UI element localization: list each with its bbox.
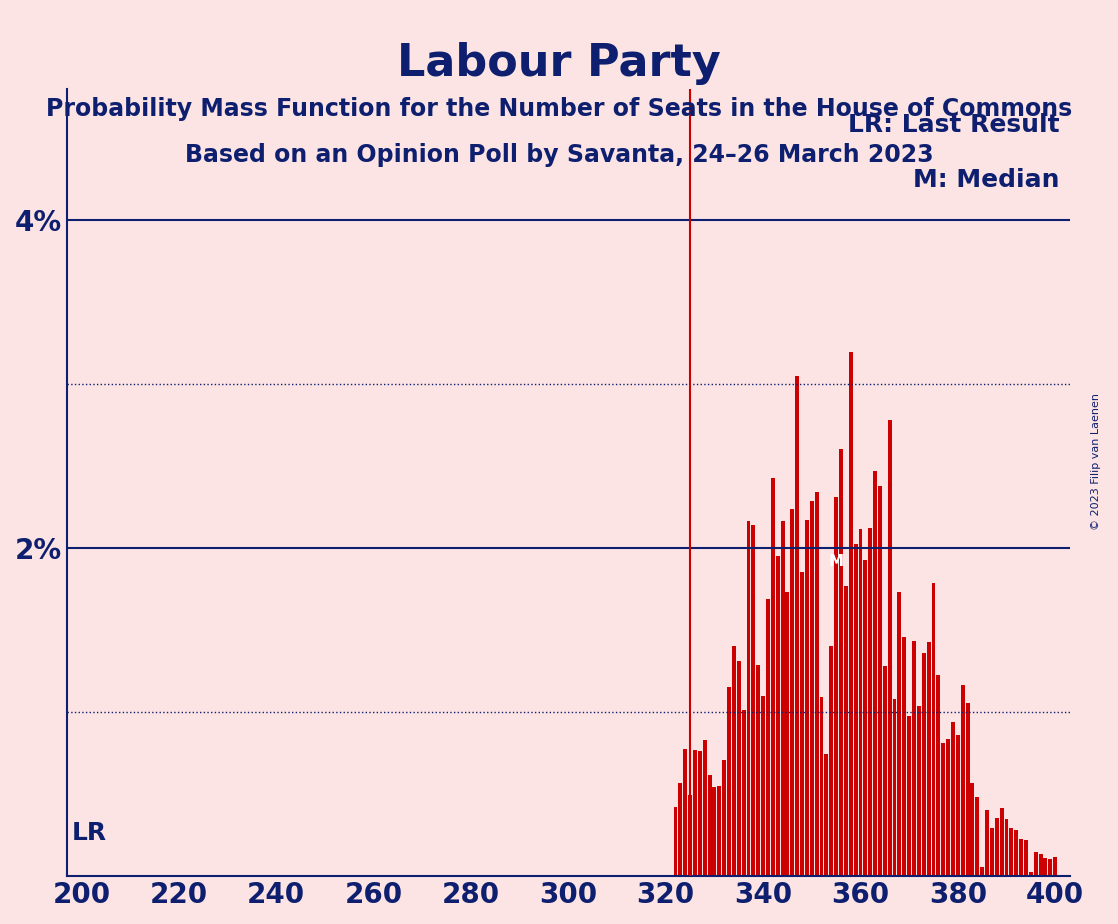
Bar [703, 740, 707, 876]
Bar [756, 664, 760, 876]
Bar [931, 583, 936, 876]
Bar [1014, 830, 1018, 876]
Bar [838, 449, 843, 876]
Bar [1024, 840, 1027, 876]
Bar [815, 492, 818, 876]
Bar [854, 544, 858, 876]
Bar [679, 783, 682, 876]
Bar [805, 520, 808, 876]
Bar [1053, 857, 1058, 876]
Bar [790, 509, 794, 876]
Bar [751, 525, 756, 876]
Bar [956, 736, 959, 876]
Bar [995, 818, 998, 876]
Bar [1029, 872, 1033, 876]
Bar [951, 722, 955, 876]
Bar [747, 521, 750, 876]
Bar [809, 501, 814, 876]
Bar [712, 787, 717, 876]
Bar [912, 641, 916, 876]
Text: M: Median: M: Median [913, 167, 1060, 191]
Bar [824, 754, 828, 876]
Bar [907, 716, 911, 876]
Text: M: M [828, 553, 844, 568]
Text: LR: Last Result: LR: Last Result [849, 113, 1060, 137]
Bar [683, 749, 688, 876]
Bar [917, 706, 921, 876]
Bar [830, 646, 833, 876]
Bar [708, 775, 711, 876]
Bar [722, 760, 726, 876]
Bar [795, 376, 799, 876]
Bar [834, 497, 838, 876]
Bar [863, 560, 868, 876]
Bar [892, 699, 897, 876]
Bar [980, 867, 984, 876]
Bar [989, 828, 994, 876]
Text: LR: LR [72, 821, 107, 845]
Bar [693, 750, 697, 876]
Bar [737, 661, 741, 876]
Bar [985, 810, 989, 876]
Bar [999, 808, 1004, 876]
Text: Probability Mass Function for the Number of Seats in the House of Commons: Probability Mass Function for the Number… [46, 97, 1072, 121]
Bar [898, 592, 901, 876]
Bar [761, 696, 765, 876]
Bar [869, 529, 872, 876]
Bar [780, 521, 785, 876]
Bar [718, 785, 721, 876]
Bar [732, 647, 736, 876]
Bar [1005, 819, 1008, 876]
Bar [888, 420, 892, 876]
Bar [927, 642, 930, 876]
Bar [771, 478, 775, 876]
Bar [1039, 854, 1042, 876]
Bar [800, 572, 804, 876]
Text: Labour Party: Labour Party [397, 42, 721, 85]
Bar [922, 653, 926, 876]
Bar [883, 665, 887, 876]
Text: Based on an Opinion Poll by Savanta, 24–26 March 2023: Based on an Opinion Poll by Savanta, 24–… [184, 143, 934, 167]
Bar [966, 703, 969, 876]
Bar [849, 352, 853, 876]
Bar [941, 743, 945, 876]
Bar [873, 471, 877, 876]
Bar [776, 556, 779, 876]
Bar [689, 796, 692, 876]
Bar [975, 797, 979, 876]
Bar [1043, 858, 1048, 876]
Bar [673, 807, 678, 876]
Bar [902, 637, 907, 876]
Bar [741, 711, 746, 876]
Bar [844, 586, 847, 876]
Bar [970, 783, 975, 876]
Text: © 2023 Filip van Laenen: © 2023 Filip van Laenen [1091, 394, 1101, 530]
Bar [859, 529, 862, 876]
Bar [819, 698, 824, 876]
Bar [878, 486, 882, 876]
Bar [766, 600, 770, 876]
Bar [786, 592, 789, 876]
Bar [960, 686, 965, 876]
Bar [1010, 828, 1013, 876]
Bar [1034, 852, 1038, 876]
Bar [698, 750, 702, 876]
Bar [946, 739, 950, 876]
Bar [1049, 859, 1052, 876]
Bar [1020, 839, 1023, 876]
Bar [937, 675, 940, 876]
Bar [727, 687, 731, 876]
